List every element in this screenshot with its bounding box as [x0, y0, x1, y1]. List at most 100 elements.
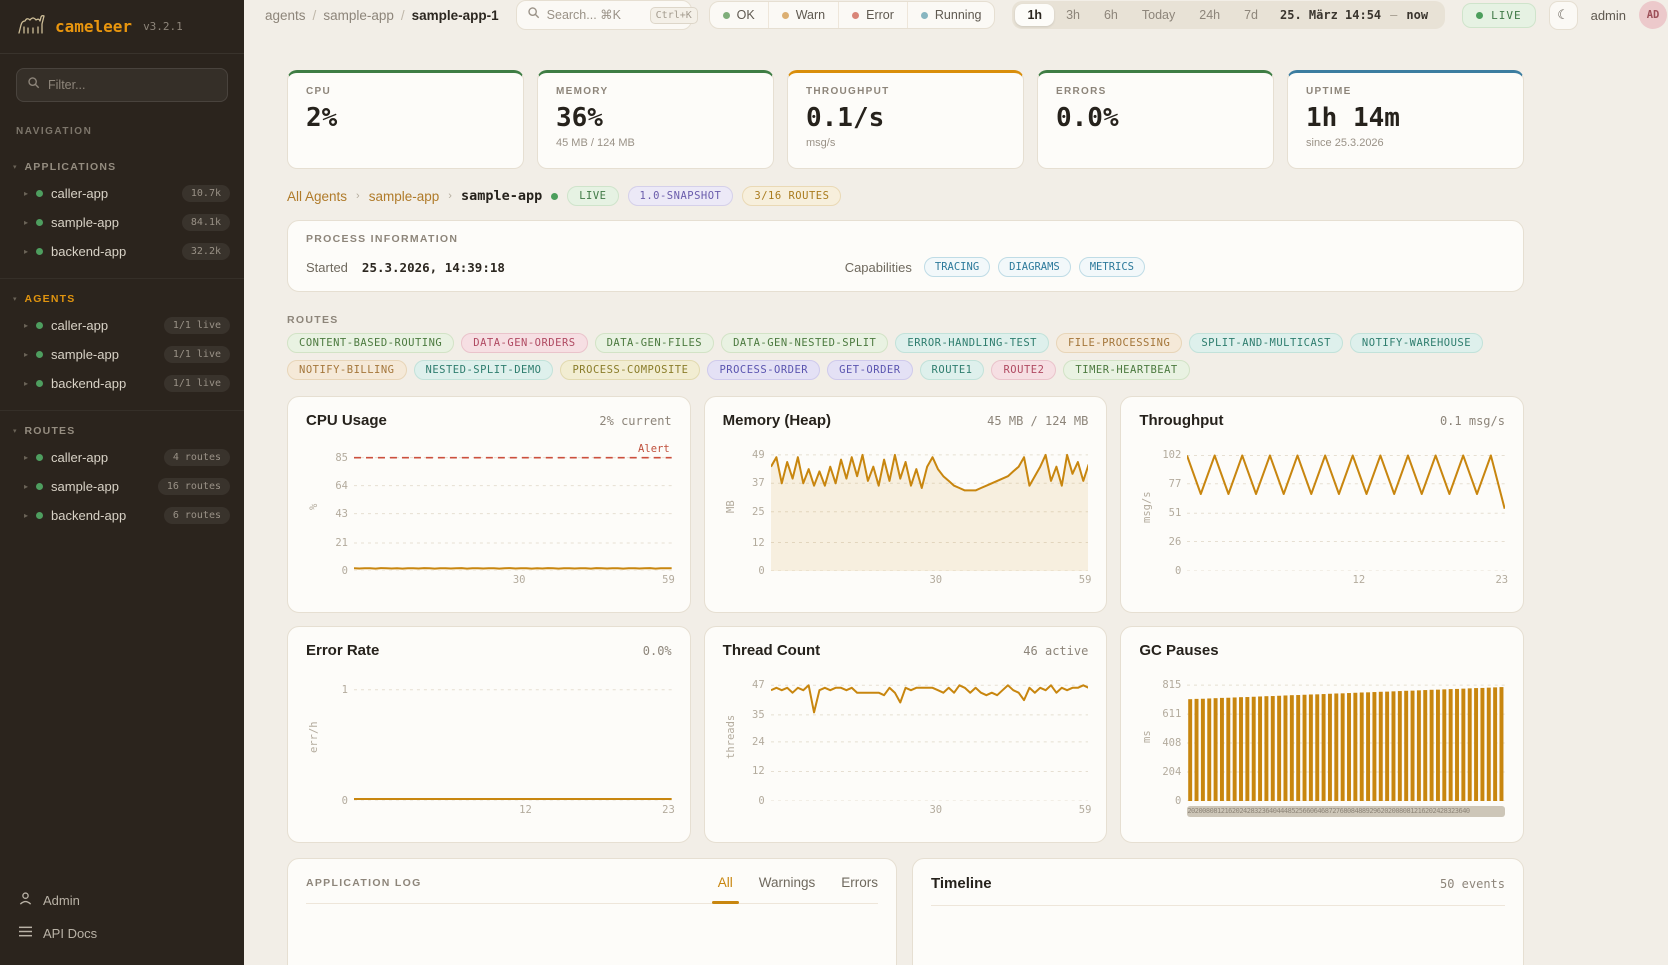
sidebar-item-badge: 1/1 live	[163, 346, 230, 363]
route-chip-notify-warehouse[interactable]: NOTIFY-WAREHOUSE	[1349, 333, 1484, 353]
section-header-routes[interactable]: ▾ ROUTES	[0, 421, 244, 443]
user-name[interactable]: admin	[1590, 7, 1627, 23]
time-range-1h[interactable]: 1h	[1015, 4, 1055, 26]
footer-item-api-docs[interactable]: API Docs	[16, 917, 228, 949]
stat-card-memory: MEMORY 36% 45 MB / 124 MB	[537, 70, 774, 169]
search-input[interactable]	[546, 8, 643, 22]
sidebar-item-backend-app[interactable]: ▸ backend-app 6 routes	[0, 501, 244, 530]
status-dot	[36, 512, 44, 519]
section-header-applications[interactable]: ▾ APPLICATIONS	[0, 157, 244, 179]
agent-link-sample-app[interactable]: sample-app	[368, 188, 440, 204]
chevron-down-icon: ▾	[13, 428, 17, 435]
global-search[interactable]: Ctrl+K	[515, 0, 698, 30]
status-filter-running[interactable]: Running	[906, 2, 995, 28]
section-header-agents[interactable]: ▾ AGENTS	[0, 289, 244, 311]
sidebar-item-sample-app[interactable]: ▸ sample-app 84.1k	[0, 208, 244, 237]
sidebar-item-caller-app[interactable]: ▸ caller-app 4 routes	[0, 443, 244, 472]
route-chip-get-order[interactable]: GET-ORDER	[827, 360, 913, 380]
log-tab-errors[interactable]: Errors	[841, 875, 878, 890]
logo-row[interactable]: cameleer v3.2.1	[0, 0, 244, 54]
avatar[interactable]: AD	[1639, 1, 1668, 29]
route-chip-split-and-multicast[interactable]: SPLIT-AND-MULTICAST	[1189, 333, 1343, 353]
y-tick-label: 43	[335, 507, 348, 520]
chart-title: Error Rate	[306, 642, 380, 659]
time-range-24h[interactable]: 24h	[1199, 8, 1221, 22]
chart-x-axis: 30 59	[771, 804, 1091, 820]
route-chip-nested-split-demo[interactable]: NESTED-SPLIT-DEMO	[413, 360, 554, 380]
y-tick-label: 815	[1162, 679, 1182, 692]
stat-subtext: 45 MB / 124 MB	[556, 137, 635, 149]
route-chip-data-gen-nested-split[interactable]: DATA-GEN-NESTED-SPLIT	[721, 333, 889, 353]
y-tick-label: 64	[335, 479, 348, 492]
status-filter-warn[interactable]: Warn	[767, 2, 838, 28]
stat-value: 1h 14m	[1306, 103, 1400, 133]
chart-x-axis: 12 23	[1187, 574, 1509, 590]
log-tab-warnings[interactable]: Warnings	[758, 875, 816, 890]
status-dot	[722, 11, 730, 19]
user-icon	[18, 891, 33, 909]
chart-plot: Alert	[354, 443, 672, 571]
sidebar-item-backend-app[interactable]: ▸ backend-app 1/1 live	[0, 369, 244, 398]
sidebar-item-caller-app[interactable]: ▸ caller-app 1/1 live	[0, 311, 244, 340]
route-chip-process-composite[interactable]: PROCESS-COMPOSITE	[560, 360, 701, 380]
live-badge[interactable]: LIVE	[1462, 2, 1536, 28]
x-tick-label: 23	[662, 804, 675, 816]
status-dot	[920, 11, 928, 19]
moon-icon: ☾	[1557, 7, 1569, 22]
route-chip-route2[interactable]: ROUTE2	[991, 360, 1057, 380]
chart-body: MB 49 37 25 12 0	[723, 443, 1089, 577]
time-range-today[interactable]: Today	[1141, 8, 1176, 22]
route-chip-notify-billing[interactable]: NOTIFY-BILLING	[287, 360, 407, 380]
route-chip-process-order[interactable]: PROCESS-ORDER	[707, 360, 821, 380]
log-title: APPLICATION LOG	[306, 876, 422, 889]
section-title: APPLICATIONS	[24, 161, 117, 173]
chevron-right-icon: ▸	[24, 189, 29, 198]
status-filter-ok[interactable]: OK	[710, 2, 768, 28]
y-tick-label: 204	[1162, 765, 1182, 778]
log-tab-all[interactable]: All	[711, 875, 739, 904]
chart-current-value: 0.0%	[642, 644, 672, 658]
x-tick-label: 30	[929, 804, 943, 816]
chevron-down-icon: ▾	[13, 296, 17, 303]
sidebar-item-caller-app[interactable]: ▸ caller-app 10.7k	[0, 179, 244, 208]
time-range-6h[interactable]: 6h	[1103, 8, 1118, 22]
x-axis-dense-labels: 2020080812162024283236404448525660646872…	[1187, 806, 1505, 817]
time-range-7d[interactable]: 7d	[1244, 8, 1259, 22]
route-chip-file-processing[interactable]: FILE-PROCESSING	[1055, 333, 1183, 353]
theme-toggle-button[interactable]: ☾	[1548, 0, 1578, 30]
status-filter-error[interactable]: Error	[838, 2, 907, 28]
y-tick-label: 1	[341, 683, 348, 696]
time-range-3h[interactable]: 3h	[1066, 8, 1080, 22]
route-chip-route1[interactable]: ROUTE1	[919, 360, 985, 380]
route-chip-data-gen-orders[interactable]: DATA-GEN-ORDERS	[461, 333, 588, 353]
app-version: v3.2.1	[143, 20, 183, 33]
sidebar-item-sample-app[interactable]: ▸ sample-app 16 routes	[0, 472, 244, 501]
agent-link-all-agents[interactable]: All Agents	[287, 188, 348, 204]
sidebar-filter[interactable]	[16, 68, 228, 102]
route-chip-error-handling-test[interactable]: ERROR-HANDLING-TEST	[895, 333, 1049, 353]
chart-y-axis: 85 64 43 21 0	[322, 443, 354, 577]
x-tick-label: 59	[662, 574, 675, 586]
date-label: 25. März 14:54	[1280, 8, 1382, 22]
chevron-right-icon: ▸	[24, 350, 29, 359]
route-chip-content-based-routing[interactable]: CONTENT-BASED-ROUTING	[287, 333, 455, 353]
route-chip-timer-heartbeat[interactable]: TIMER-HEARTBEAT	[1063, 360, 1190, 380]
y-tick-label: 0	[758, 565, 765, 577]
sidebar-item-backend-app[interactable]: ▸ backend-app 32.2k	[0, 237, 244, 266]
footer-item-label: Admin	[43, 892, 80, 908]
y-tick-label: 0	[341, 565, 348, 577]
charts-grid: CPU Usage 2% current% 85 64 43 21 0 Alert 30 59 Me…	[287, 396, 1524, 843]
time-range-date: 25. März 14:54 — now	[1270, 8, 1442, 22]
chart-unit-label: err/h	[308, 721, 320, 753]
breadcrumb-item-agents[interactable]: agents	[265, 7, 306, 23]
sidebar-item-sample-app[interactable]: ▸ sample-app 1/1 live	[0, 340, 244, 369]
timeline-title: Timeline	[931, 875, 992, 892]
status-dot	[36, 351, 44, 358]
filter-input[interactable]	[48, 78, 217, 92]
route-chip-data-gen-files[interactable]: DATA-GEN-FILES	[594, 333, 715, 353]
sidebar-item-label: caller-app	[51, 186, 109, 201]
breadcrumb-item-sample-app[interactable]: sample-app	[323, 7, 394, 23]
footer-item-admin[interactable]: Admin	[16, 883, 228, 917]
agent-badge-1-0-snapshot: 1.0-SNAPSHOT	[627, 186, 734, 206]
